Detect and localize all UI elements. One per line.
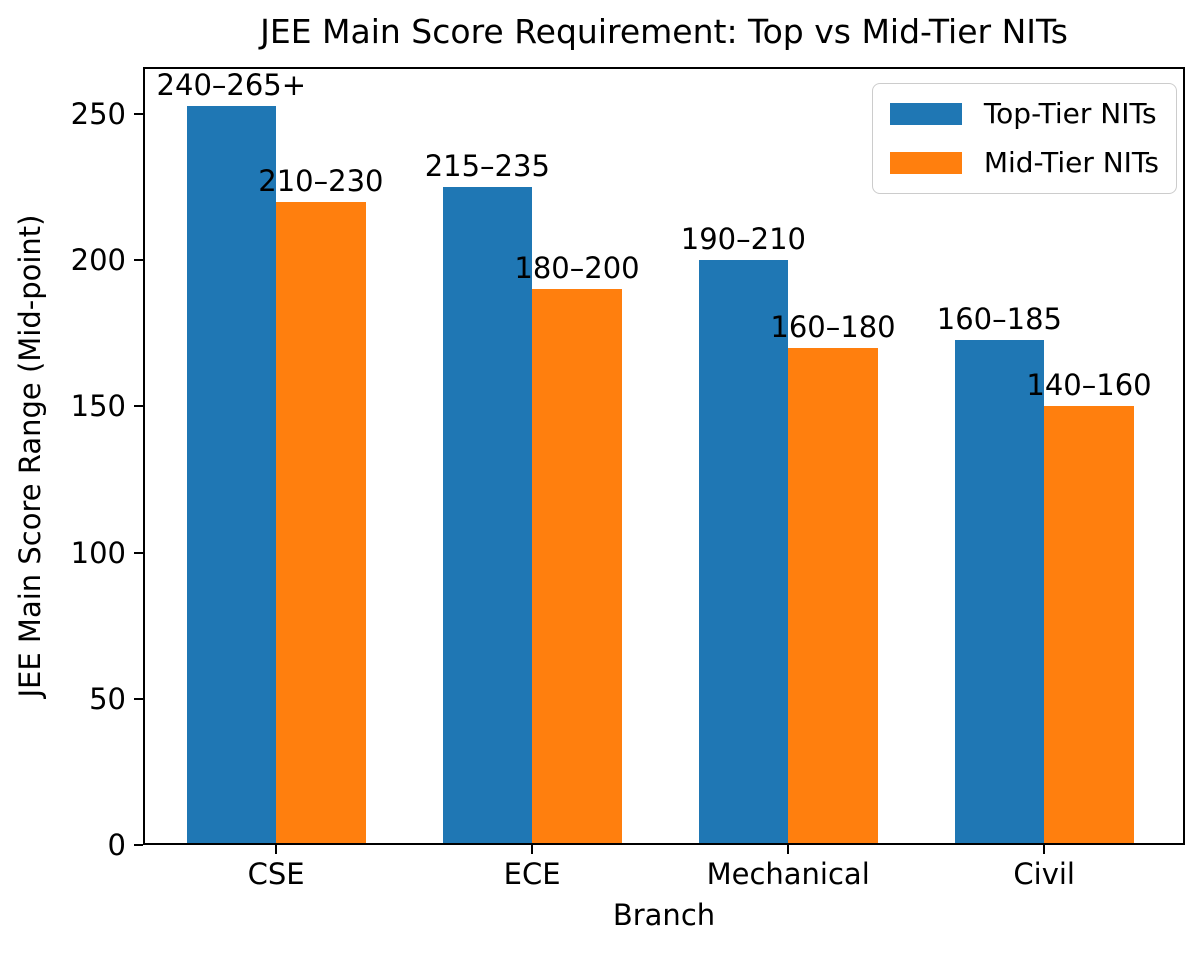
bar-top-tier-nits-ece [442,187,533,845]
x-tick-mark-cse [275,845,278,854]
y-tick-mark-50 [134,697,143,700]
y-tick-label-250: 250 [70,96,126,131]
bar-value-label-top-tier-nits-mechanical: 190–210 [680,222,806,256]
x-tick-mark-mechanical [787,845,790,854]
x-tick-label-mechanical: Mechanical [706,857,870,891]
bar-mid-tier-nits-cse [276,202,366,845]
legend-label-top-tier-nits: Top-Tier NITs [983,97,1157,130]
y-tick-label-100: 100 [70,535,126,570]
bar-value-label-mid-tier-nits-cse: 210–230 [258,164,384,198]
legend-label-mid-tier-nits: Mid-Tier NITs [983,146,1159,179]
bar-top-tier-nits-mechanical [698,260,789,845]
legend-swatch-mid-tier-nits [889,152,962,174]
bar-value-label-mid-tier-nits-civil: 140–160 [1026,368,1152,402]
bar-value-label-mid-tier-nits-mechanical: 160–180 [770,310,896,344]
bar-value-label-top-tier-nits-civil: 160–185 [936,302,1062,336]
y-tick-label-0: 0 [107,828,126,862]
legend: Top-Tier NITs Mid-Tier NITs [871,83,1177,194]
y-tick-mark-0 [134,844,143,846]
y-tick-label-200: 200 [70,243,126,277]
y-tick-mark-150 [134,405,143,408]
x-tick-label-civil: Civil [1013,857,1075,891]
plot-area [143,67,1185,845]
bar-mid-tier-nits-mechanical [788,348,878,845]
bar-mid-tier-nits-civil [1044,406,1134,845]
y-tick-label-50: 50 [89,681,126,716]
bar-top-tier-nits-cse [186,106,277,845]
y-axis-label: JEE Main Score Range (Mid-point) [13,214,47,698]
bar-value-label-top-tier-nits-ece: 215–235 [424,149,550,183]
legend-swatch-top-tier-nits [889,103,962,125]
x-tick-label-cse: CSE [247,857,305,891]
legend-item-top-tier-nits: Top-Tier NITs [889,97,1159,131]
x-tick-mark-civil [1043,845,1046,854]
x-tick-label-ece: ECE [503,857,561,891]
x-tick-mark-ece [531,845,534,854]
bar-top-tier-nits-civil [954,340,1045,845]
bar-mid-tier-nits-ece [532,289,622,845]
bar-value-label-mid-tier-nits-ece: 180–200 [514,251,640,285]
legend-item-mid-tier-nits: Mid-Tier NITs [889,146,1159,180]
y-tick-label-150: 150 [70,389,126,424]
chart-title: JEE Main Score Requirement: Top vs Mid-T… [260,12,1068,51]
x-axis-label: Branch [612,898,716,932]
bar-value-label-top-tier-nits-cse: 240–265+ [156,68,307,102]
y-tick-mark-250 [134,112,143,115]
y-tick-mark-200 [134,259,143,261]
y-tick-mark-100 [134,551,143,554]
